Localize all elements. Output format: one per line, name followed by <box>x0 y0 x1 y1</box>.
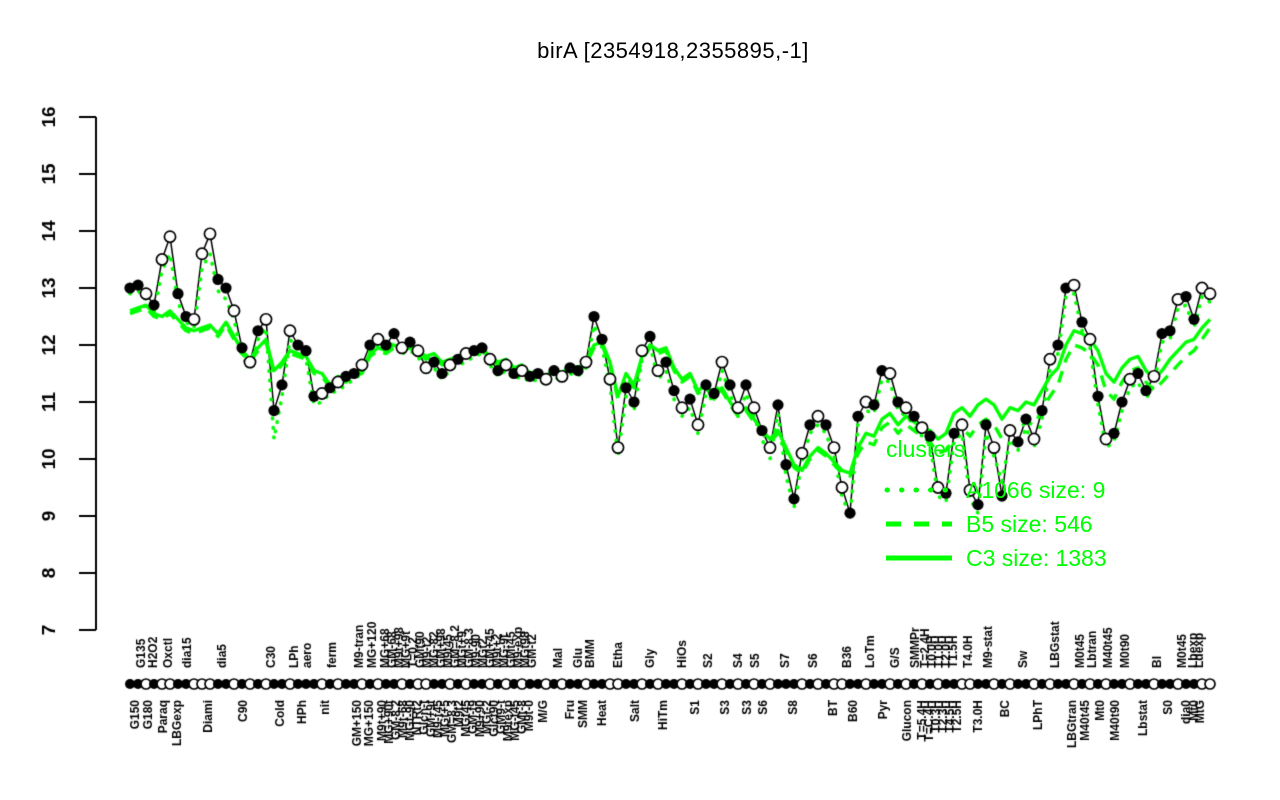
legend: clusters A1066 size: 9 B5 size: 546 C3 s… <box>884 436 1107 575</box>
dotted-line-icon <box>884 487 954 493</box>
legend-label: B5 size: 546 <box>966 510 1093 537</box>
legend-header: clusters <box>886 436 966 462</box>
chart-title: birA [2354918,2355895,-1] <box>537 38 809 63</box>
dashed-line-icon <box>886 521 952 527</box>
legend-item-a1066: A1066 size: 9 <box>884 473 1107 507</box>
solid-line-icon <box>886 555 952 561</box>
legend-label: C3 size: 1383 <box>966 544 1107 571</box>
legend-item-c3: C3 size: 1383 <box>884 541 1107 575</box>
legend-item-b5: B5 size: 546 <box>884 507 1107 541</box>
legend-label: A1066 size: 9 <box>966 476 1106 503</box>
